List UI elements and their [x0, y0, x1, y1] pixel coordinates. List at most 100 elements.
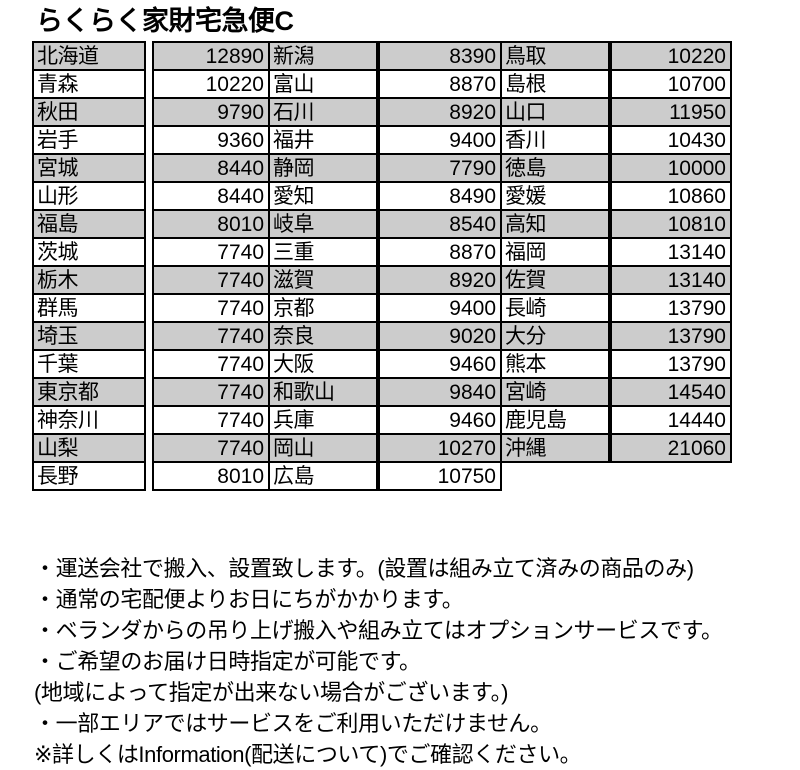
table-row: 秋田 9790 [32, 97, 270, 127]
fare-amount: 8920 [378, 265, 502, 295]
table-row: 佐賀 13140 [500, 265, 732, 295]
prefecture-name: 千葉 [32, 349, 146, 379]
prefecture-name: 高知 [500, 209, 610, 239]
note-line: (地域によって指定が出来ない場合がございます。) [34, 680, 509, 705]
fare-column-2: 新潟 8390 富山 8870 石川 8920 福井 9400 静岡 7790 愛知 8490 岐阜 85… [268, 41, 502, 491]
table-row: 鹿児島 14440 [500, 405, 732, 435]
prefecture-name: 三重 [268, 237, 378, 267]
prefecture-name: 青森 [32, 69, 146, 99]
shipping-fare-table: 北海道 12890 青森 10220 秋田 9790 岩手 9360 宮城 8440 山形 8440 福… [32, 41, 732, 491]
table-row: 京都 9400 [268, 293, 502, 323]
prefecture-name: 愛知 [268, 181, 378, 211]
prefecture-name: 佐賀 [500, 265, 610, 295]
fare-amount: 10700 [610, 69, 732, 99]
prefecture-name: 秋田 [32, 97, 146, 127]
empty-cell [500, 461, 610, 491]
fare-amount: 7740 [152, 265, 270, 295]
table-row: 香川 10430 [500, 125, 732, 155]
prefecture-name: 広島 [268, 461, 378, 491]
fare-amount: 14540 [610, 377, 732, 407]
table-row: 岡山 10270 [268, 433, 502, 463]
table-row: 福島 8010 [32, 209, 270, 239]
table-row: 神奈川 7740 [32, 405, 270, 435]
prefecture-name: 和歌山 [268, 377, 378, 407]
fare-amount: 8010 [152, 209, 270, 239]
fare-amount: 10000 [610, 153, 732, 183]
table-row: 長野 8010 [32, 461, 270, 491]
table-row: 新潟 8390 [268, 41, 502, 71]
fare-amount: 10810 [610, 209, 732, 239]
table-row: 和歌山 9840 [268, 377, 502, 407]
fare-amount: 8920 [378, 97, 502, 127]
table-row: 福井 9400 [268, 125, 502, 155]
prefecture-name: 沖縄 [500, 433, 610, 463]
fare-amount: 9460 [378, 349, 502, 379]
note-line: ※詳しくはInformation(配送について)でご確認ください。 [34, 742, 582, 767]
prefecture-name: 長崎 [500, 293, 610, 323]
prefecture-name: 熊本 [500, 349, 610, 379]
table-row: 富山 8870 [268, 69, 502, 99]
fare-amount: 8010 [152, 461, 270, 491]
table-row: 島根 10700 [500, 69, 732, 99]
prefecture-name: 山口 [500, 97, 610, 127]
table-row: 青森 10220 [32, 69, 270, 99]
fare-amount: 8490 [378, 181, 502, 211]
table-row: 愛知 8490 [268, 181, 502, 211]
fare-amount: 10270 [378, 433, 502, 463]
table-row: 北海道 12890 [32, 41, 270, 71]
table-row: 千葉 7740 [32, 349, 270, 379]
fare-amount: 13790 [610, 321, 732, 351]
prefecture-name: 香川 [500, 125, 610, 155]
note-line: ・一部エリアではサービスをご利用いただけません。 [34, 711, 552, 736]
table-row: 沖縄 21060 [500, 433, 732, 463]
table-row: 兵庫 9460 [268, 405, 502, 435]
prefecture-name: 奈良 [268, 321, 378, 351]
fare-amount: 10220 [610, 41, 732, 71]
prefecture-name: 愛媛 [500, 181, 610, 211]
fare-amount: 9400 [378, 293, 502, 323]
prefecture-name: 岡山 [268, 433, 378, 463]
fare-amount: 7740 [152, 237, 270, 267]
fare-amount: 13790 [610, 349, 732, 379]
prefecture-name: 福岡 [500, 237, 610, 267]
prefecture-name: 兵庫 [268, 405, 378, 435]
prefecture-name: 石川 [268, 97, 378, 127]
prefecture-name: 岐阜 [268, 209, 378, 239]
table-row: 群馬 7740 [32, 293, 270, 323]
prefecture-name: 埼玉 [32, 321, 146, 351]
table-row: 広島 10750 [268, 461, 502, 491]
fare-amount: 7740 [152, 349, 270, 379]
fare-amount: 14440 [610, 405, 732, 435]
table-row: 愛媛 10860 [500, 181, 732, 211]
prefecture-name: 山梨 [32, 433, 146, 463]
table-row: 滋賀 8920 [268, 265, 502, 295]
fare-amount: 8870 [378, 69, 502, 99]
table-row: 山梨 7740 [32, 433, 270, 463]
fare-amount: 10750 [378, 461, 502, 491]
table-row: 三重 8870 [268, 237, 502, 267]
prefecture-name: 宮城 [32, 153, 146, 183]
prefecture-name: 島根 [500, 69, 610, 99]
table-row: 福岡 13140 [500, 237, 732, 267]
fare-amount: 7790 [378, 153, 502, 183]
prefecture-name: 福島 [32, 209, 146, 239]
note-line: ・通常の宅配便よりお日にちがかかります。 [34, 587, 464, 612]
table-row: 岐阜 8540 [268, 209, 502, 239]
note-line: ・ご希望のお届け日時指定が可能です。 [34, 649, 421, 674]
prefecture-name: 滋賀 [268, 265, 378, 295]
note-line: ・ベランダからの吊り上げ搬入や組み立てはオプションサービスです。 [34, 618, 723, 643]
fare-amount: 9790 [152, 97, 270, 127]
prefecture-name: 宮崎 [500, 377, 610, 407]
fare-amount: 13140 [610, 237, 732, 267]
table-row: 岩手 9360 [32, 125, 270, 155]
prefecture-name: 東京都 [32, 377, 146, 407]
prefecture-name: 岩手 [32, 125, 146, 155]
prefecture-name: 富山 [268, 69, 378, 99]
fare-column-1: 北海道 12890 青森 10220 秋田 9790 岩手 9360 宮城 8440 山形 8440 福… [32, 41, 270, 491]
prefecture-name: 鳥取 [500, 41, 610, 71]
fare-amount: 13140 [610, 265, 732, 295]
fare-column-3: 鳥取 10220 島根 10700 山口 11950 香川 10430 徳島 10000 愛媛 108… [500, 41, 732, 489]
prefecture-name: 山形 [32, 181, 146, 211]
table-row: 山口 11950 [500, 97, 732, 127]
prefecture-name: 長野 [32, 461, 146, 491]
